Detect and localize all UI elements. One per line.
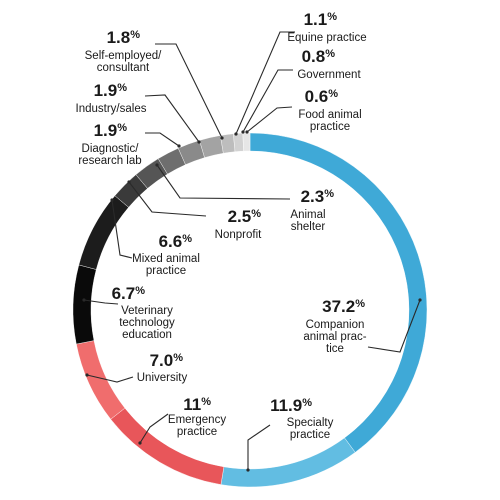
category-label-industry-sales: Industry/sales xyxy=(76,103,147,115)
leader-line-diagnostic-research xyxy=(145,133,179,146)
category-label-vet-tech-education: Veterinary technology education xyxy=(119,305,175,341)
category-label-food-animal: Food animal practice xyxy=(298,109,361,133)
leader-dot-mixed-animal xyxy=(110,198,113,201)
leader-line-animal-shelter xyxy=(157,165,290,199)
leader-dot-diagnostic-research xyxy=(177,144,180,147)
donut-slice-specialty xyxy=(221,438,355,487)
category-label-specialty: Specialty practice xyxy=(287,417,334,441)
category-label-government: Government xyxy=(297,69,361,81)
leader-line-self-employed xyxy=(155,44,222,138)
leader-dot-university xyxy=(85,373,88,376)
leader-dot-self-employed xyxy=(220,136,223,139)
value-label-equine: 1.1% xyxy=(304,10,338,29)
value-label-companion: 37.2% xyxy=(322,297,365,316)
leader-dot-food-animal xyxy=(245,130,248,133)
value-label-emergency: 11% xyxy=(183,395,211,414)
leader-dot-companion xyxy=(418,298,421,301)
leader-line-specialty xyxy=(248,425,270,470)
category-label-nonprofit: Nonprofit xyxy=(215,229,262,241)
leader-dot-vet-tech-education xyxy=(82,298,85,301)
leader-dot-equine xyxy=(234,132,237,135)
value-label-food-animal: 0.6% xyxy=(305,87,339,106)
donut-slice-government xyxy=(233,133,243,152)
leader-dot-specialty xyxy=(246,468,249,471)
value-label-vet-tech-education: 6.7% xyxy=(112,284,146,303)
category-label-self-employed: Self-employed/consultant xyxy=(85,50,163,74)
value-label-industry-sales: 1.9% xyxy=(94,81,128,100)
value-label-specialty: 11.9% xyxy=(270,396,312,415)
category-label-equine: Equine practice xyxy=(287,32,366,44)
category-label-mixed-animal: Mixed animal practice xyxy=(132,253,200,277)
value-label-university: 7.0% xyxy=(150,351,184,370)
value-label-mixed-animal: 6.6% xyxy=(159,232,193,251)
leader-lines xyxy=(82,32,421,472)
category-label-diagnostic-research: Diagnostic/research lab xyxy=(78,143,141,167)
leader-line-equine xyxy=(236,32,295,134)
donut-slice-vet-tech-education xyxy=(73,265,96,344)
category-label-emergency: Emergency practice xyxy=(168,414,226,438)
donut-slice-university xyxy=(76,341,125,420)
leader-dot-industry-sales xyxy=(197,140,200,143)
donut-slice-mixed-animal xyxy=(79,196,129,270)
value-label-diagnostic-research: 1.9% xyxy=(94,121,128,140)
value-label-animal-shelter: 2.3% xyxy=(301,187,335,206)
value-label-government: 0.8% xyxy=(302,47,336,66)
value-label-self-employed: 1.8% xyxy=(107,28,141,47)
leader-line-food-animal xyxy=(247,107,292,132)
donut-slice-food-animal xyxy=(243,133,250,151)
category-label-animal-shelter: Animal shelter xyxy=(290,209,325,233)
value-label-nonprofit: 2.5% xyxy=(228,207,262,226)
leader-line-industry-sales xyxy=(145,95,199,142)
slice-labels: 37.2% Companion animal prac-tice 11.9% Speci… xyxy=(76,10,367,441)
leader-dot-emergency xyxy=(138,441,141,444)
category-label-companion: Companion animal prac-tice xyxy=(303,319,366,355)
leader-dot-government xyxy=(241,130,244,133)
leader-dot-nonprofit xyxy=(127,180,130,183)
leader-dot-animal-shelter xyxy=(155,163,158,166)
category-label-university: University xyxy=(137,372,188,384)
